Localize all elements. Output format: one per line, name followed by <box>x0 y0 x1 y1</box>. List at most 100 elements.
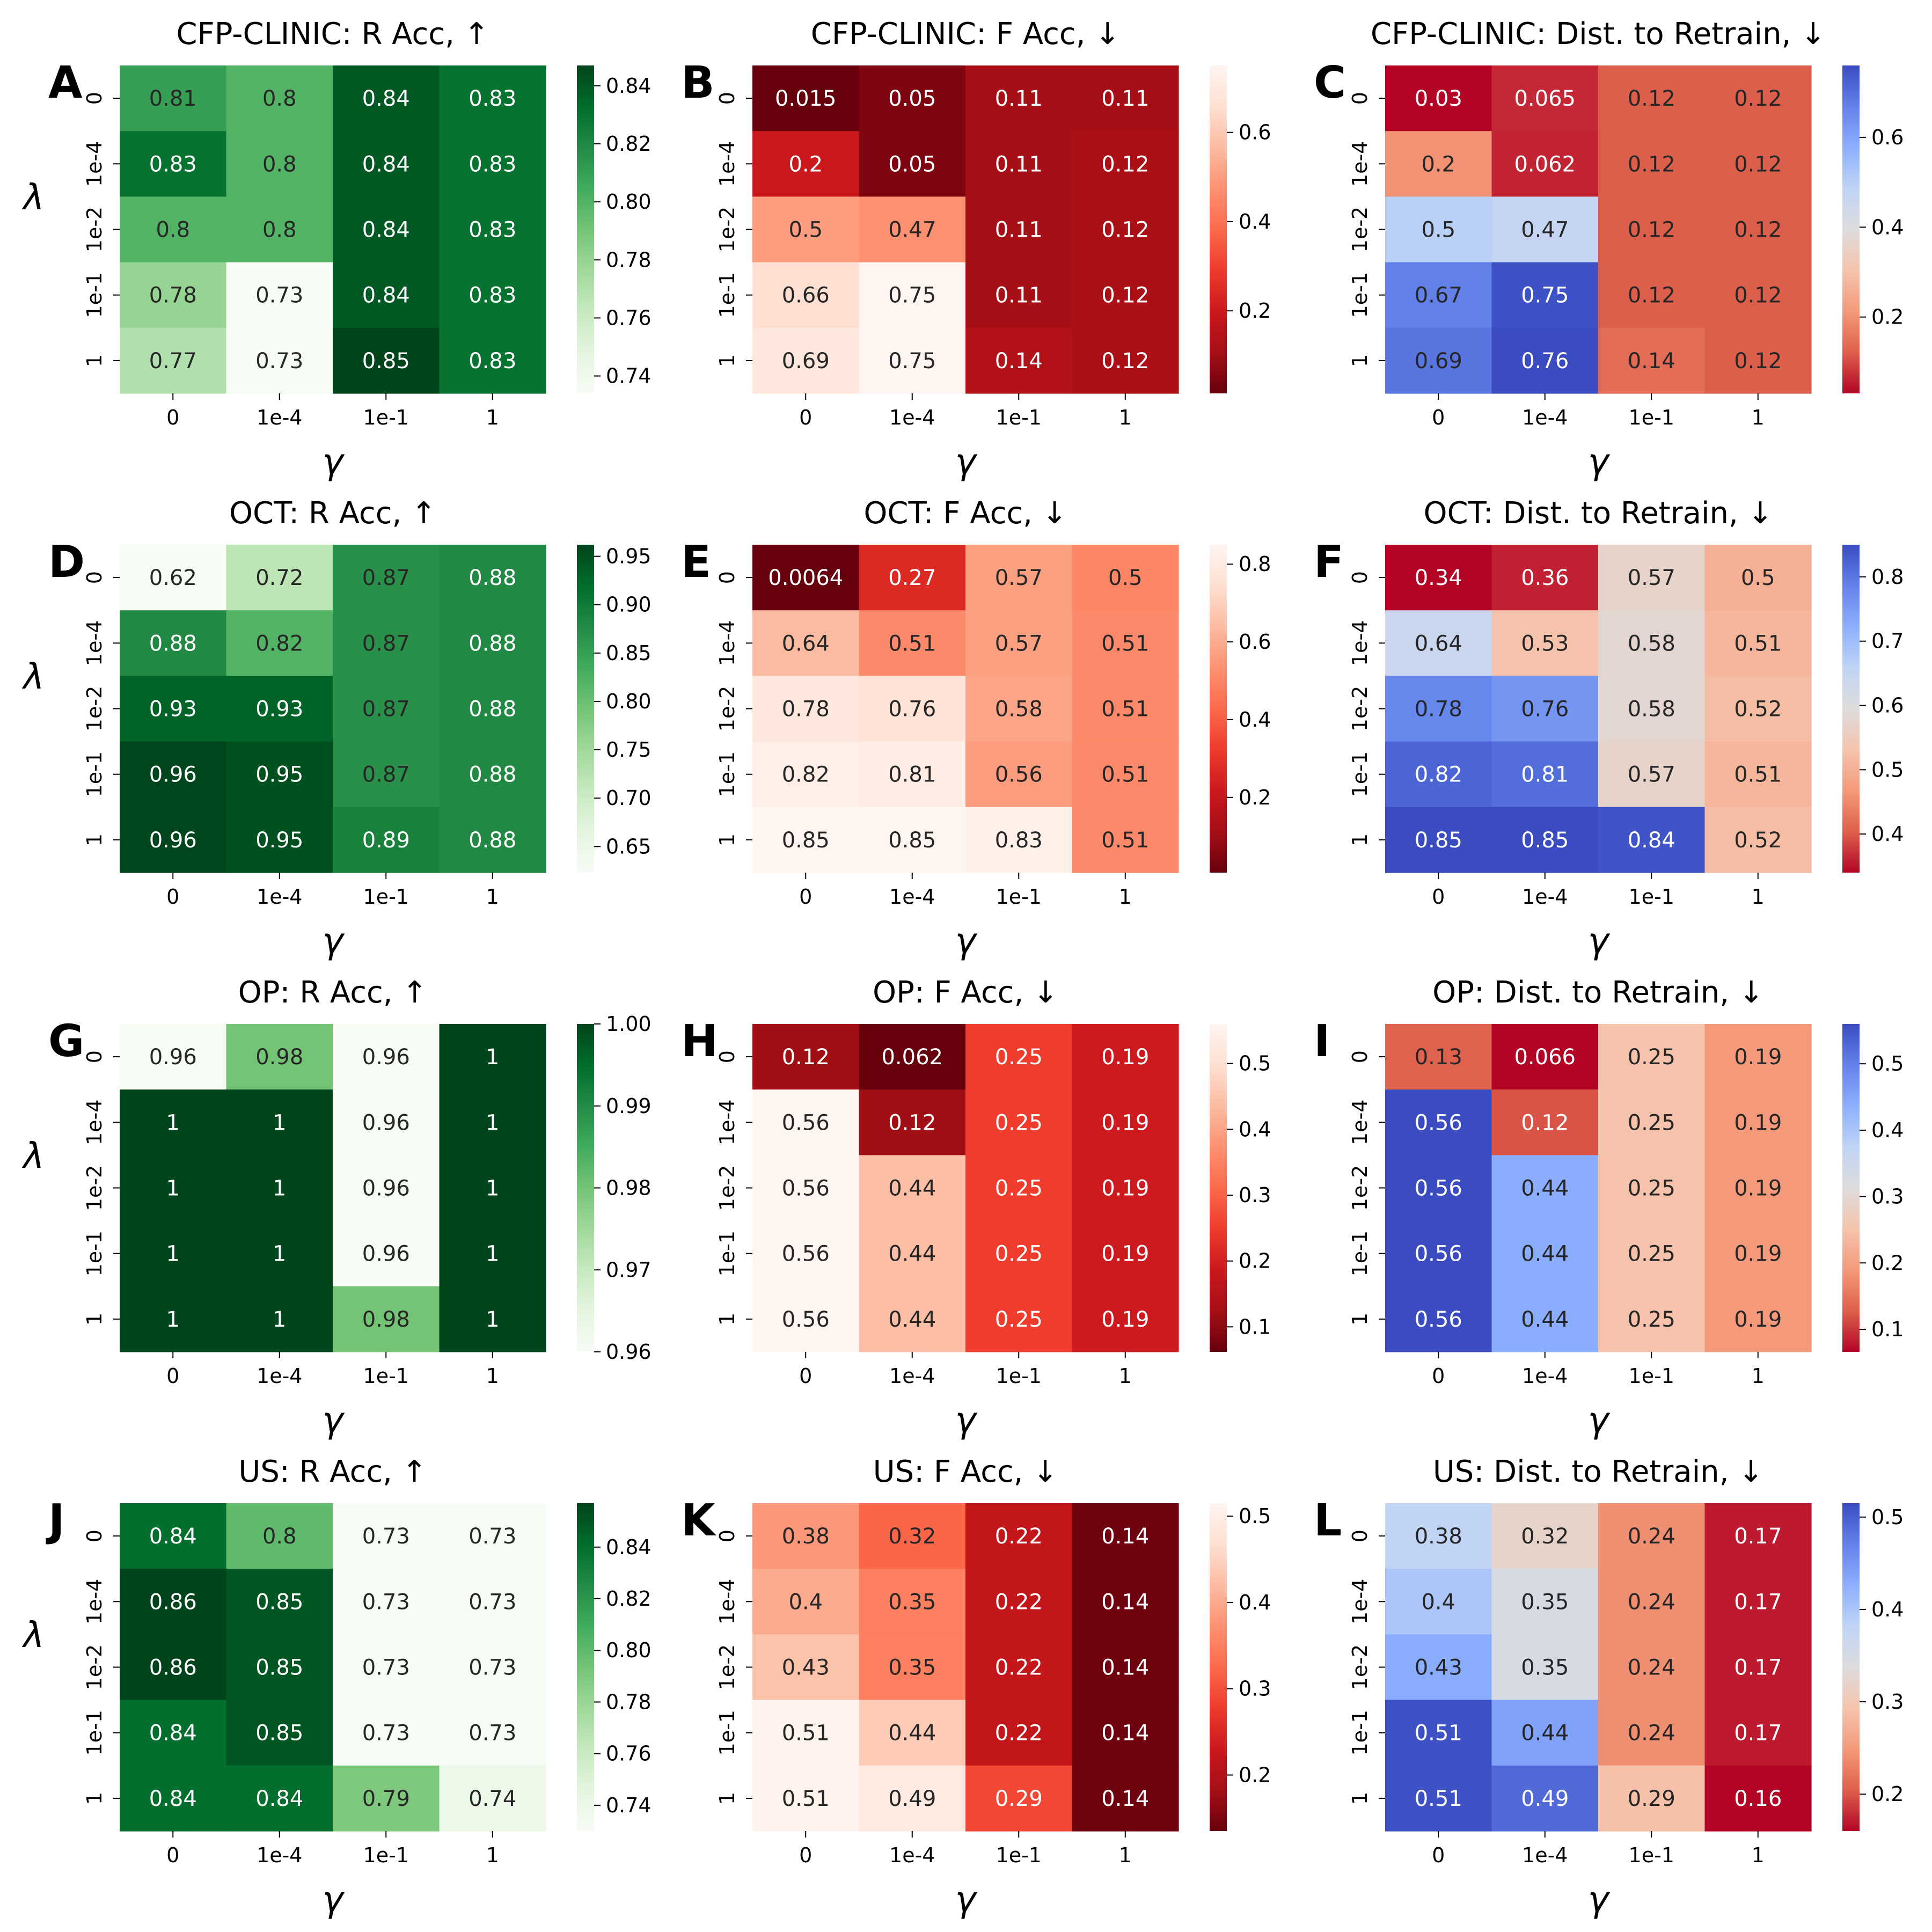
heatmap-cell <box>1491 262 1599 328</box>
heatmap-cell <box>1704 1700 1812 1766</box>
heatmap-cell <box>1704 1634 1812 1701</box>
cell-label: 0.58 <box>1628 697 1675 722</box>
panel-title: OP: F Acc, ↓ <box>873 975 1058 1010</box>
colorbar <box>577 545 594 873</box>
heatmap-cell <box>120 741 227 808</box>
heatmap-cell <box>1491 610 1599 676</box>
x-tick-label: 1 <box>486 406 499 429</box>
cell-label: 1 <box>486 1110 499 1135</box>
x-tick-label: 1e-4 <box>889 1843 935 1867</box>
colorbar-tick-label: 0.82 <box>606 132 652 156</box>
heatmap-panel-k: US: F Acc, ↓ K 0.38 0.32 0.22 0.14 0.4 0.35 0.22… <box>681 1454 1271 1920</box>
cell-label: 0.25 <box>1628 1110 1675 1135</box>
y-tick-label: 1e-2 <box>715 1165 739 1211</box>
heatmap-cell <box>333 1024 440 1090</box>
cell-label: 0.88 <box>149 631 197 656</box>
heatmap-cell <box>1072 65 1179 131</box>
cell-label: 0.78 <box>1415 697 1462 722</box>
x-tick-label: 1e-1 <box>1629 1843 1674 1867</box>
y-tick-label: 1 <box>83 833 106 846</box>
cell-label: 0.32 <box>1521 1524 1569 1549</box>
x-tick-label: 1e-1 <box>996 1843 1042 1867</box>
heatmap-cell <box>1072 262 1179 328</box>
colorbar-tick-label: 0.5 <box>1871 758 1904 781</box>
x-tick-label: 1 <box>1119 885 1132 909</box>
cell-label: 0.12 <box>888 1110 936 1135</box>
colorbar-tick-label: 0.82 <box>606 1587 652 1611</box>
heatmap-cell <box>1385 262 1492 328</box>
colorbar-tick-label: 0.84 <box>606 74 652 98</box>
colorbar-tick-label: 0.74 <box>606 364 652 388</box>
cell-label: 0.73 <box>469 1721 516 1746</box>
cell-label: 0.38 <box>782 1524 830 1549</box>
colorbar-tick-label: 0.78 <box>606 1690 652 1714</box>
heatmap-cell <box>1598 1286 1706 1352</box>
cell-label: 0.88 <box>469 828 516 853</box>
cell-label: 0.5 <box>788 218 823 243</box>
y-tick-label: 1 <box>715 1313 739 1326</box>
heatmap-cell <box>439 327 546 394</box>
colorbar-tick-label: 0.4 <box>1871 1598 1904 1621</box>
heatmap-cell <box>439 131 546 197</box>
heatmap-cell <box>752 327 860 394</box>
heatmap-cell <box>1385 196 1492 263</box>
cell-label: 0.24 <box>1628 1524 1675 1549</box>
heatmap-cell <box>1491 131 1599 197</box>
cell-label: 0.12 <box>782 1045 830 1070</box>
heatmap-cell <box>1491 65 1599 131</box>
x-tick-label: 0 <box>1432 885 1445 909</box>
x-tick-label: 1e-1 <box>996 1364 1042 1388</box>
colorbar <box>1210 1503 1227 1831</box>
cell-label: 0.73 <box>362 1524 410 1549</box>
y-tick-label: 1e-1 <box>1348 751 1372 797</box>
heatmap-cell <box>859 131 966 197</box>
cell-label: 0.38 <box>1415 1524 1462 1549</box>
cell-label: 0.96 <box>149 763 197 787</box>
cell-label: 0.56 <box>1415 1110 1462 1135</box>
y-tick-label: 1e-2 <box>83 1165 106 1211</box>
x-tick-label: 1 <box>1752 1364 1765 1388</box>
cell-label: 0.72 <box>255 566 303 590</box>
y-tick-label: 1 <box>83 1313 106 1326</box>
heatmap-cell <box>439 1765 546 1832</box>
heatmap-cell <box>1704 262 1812 328</box>
heatmap-cell <box>965 1286 1073 1352</box>
heatmap-cell <box>752 1700 860 1766</box>
heatmap-cell <box>120 807 227 873</box>
cell-label: 0.12 <box>1734 218 1782 243</box>
heatmap-cell <box>752 1569 860 1635</box>
cell-label: 0.95 <box>255 828 303 853</box>
cell-label: 0.17 <box>1734 1590 1782 1614</box>
heatmap-cell <box>1072 1089 1179 1155</box>
heatmap-cell <box>965 1220 1073 1287</box>
cell-label: 0.56 <box>782 1242 830 1267</box>
heatmap-cell <box>1598 1024 1706 1090</box>
cell-label: 0.51 <box>1101 828 1149 853</box>
y-tick-label: 1e-4 <box>83 620 106 666</box>
heatmap-cell <box>1704 1089 1812 1155</box>
cell-label: 0.14 <box>1101 1721 1149 1746</box>
colorbar-tick-label: 0.2 <box>1239 786 1271 809</box>
cell-label: 0.69 <box>782 349 830 374</box>
panel-title: US: R Acc, ↑ <box>238 1454 427 1489</box>
heatmap-cell <box>965 131 1073 197</box>
cell-label: 0.11 <box>995 218 1043 243</box>
x-axis-label: γ <box>955 920 977 962</box>
cell-label: 0.14 <box>1628 349 1675 374</box>
colorbar-tick-label: 0.2 <box>1239 299 1271 323</box>
cell-label: 0.5 <box>1421 218 1455 243</box>
heatmap-cell <box>120 1220 227 1287</box>
cell-label: 0.88 <box>469 763 516 787</box>
cell-label: 0.12 <box>1628 218 1675 243</box>
cell-label: 0.88 <box>469 631 516 656</box>
cell-label: 1 <box>166 1242 180 1267</box>
heatmap-cell <box>859 1634 966 1701</box>
cell-label: 0.066 <box>1514 1045 1576 1070</box>
colorbar-tick-label: 0.99 <box>606 1094 652 1118</box>
heatmap-cell <box>120 1503 227 1569</box>
cell-label: 0.35 <box>888 1656 936 1680</box>
cell-label: 0.83 <box>995 828 1043 853</box>
cell-label: 0.84 <box>362 218 410 243</box>
cell-label: 0.11 <box>1101 86 1149 111</box>
heatmap-cell <box>1598 327 1706 394</box>
